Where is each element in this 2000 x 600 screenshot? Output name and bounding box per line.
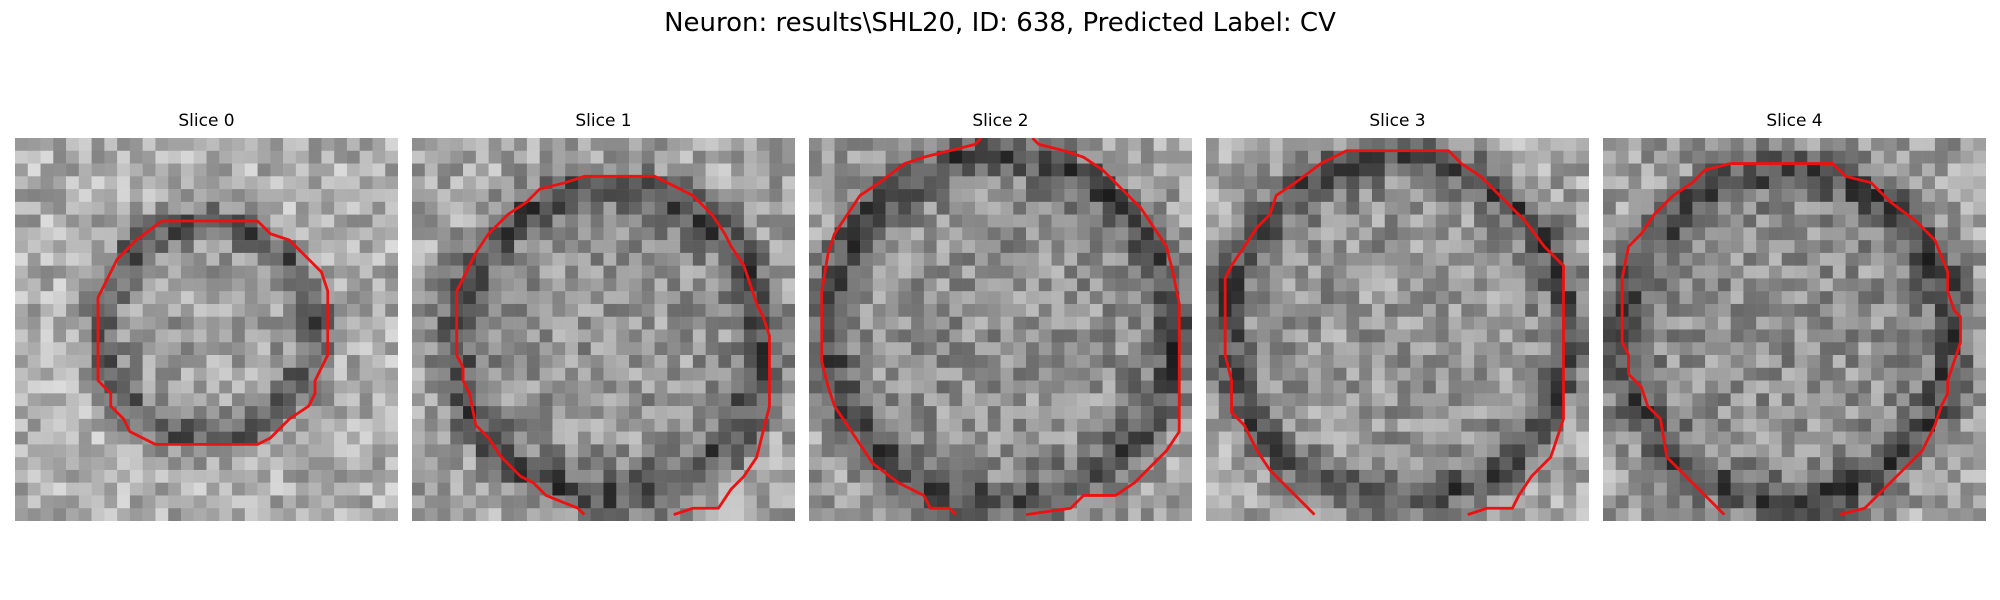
slice-title: Slice 2 bbox=[972, 111, 1029, 131]
slice-panel-2: Slice 2 bbox=[809, 110, 1192, 521]
segmentation-contour bbox=[455, 174, 771, 516]
segmentation-contour bbox=[1223, 149, 1565, 516]
slice-title: Slice 1 bbox=[575, 111, 632, 131]
slice-image-svg bbox=[412, 138, 795, 521]
slice-title: Slice 0 bbox=[178, 111, 235, 131]
segmentation-contour bbox=[1620, 162, 1962, 516]
slice-image bbox=[412, 138, 795, 521]
slice-image bbox=[1603, 138, 1986, 521]
slice-image-svg bbox=[15, 138, 398, 521]
slice-image bbox=[1206, 138, 1589, 521]
slice-title: Slice 4 bbox=[1766, 111, 1823, 131]
slice-image-svg bbox=[1603, 138, 1986, 521]
slice-panel-1: Slice 1 bbox=[412, 110, 795, 521]
segmentation-contour bbox=[820, 138, 1181, 517]
slice-panel-3: Slice 3 bbox=[1206, 110, 1589, 521]
slice-image-svg bbox=[809, 138, 1192, 521]
slice-image bbox=[809, 138, 1192, 521]
segmentation-contour bbox=[96, 219, 330, 446]
figure-title: Neuron: results\SHL20, ID: 638, Predicte… bbox=[664, 8, 1336, 38]
slice-image-svg bbox=[1206, 138, 1589, 521]
slice-panel-0: Slice 0 bbox=[15, 110, 398, 521]
slice-image bbox=[15, 138, 398, 521]
slice-panel-4: Slice 4 bbox=[1603, 110, 1986, 521]
slice-title: Slice 3 bbox=[1369, 111, 1426, 131]
